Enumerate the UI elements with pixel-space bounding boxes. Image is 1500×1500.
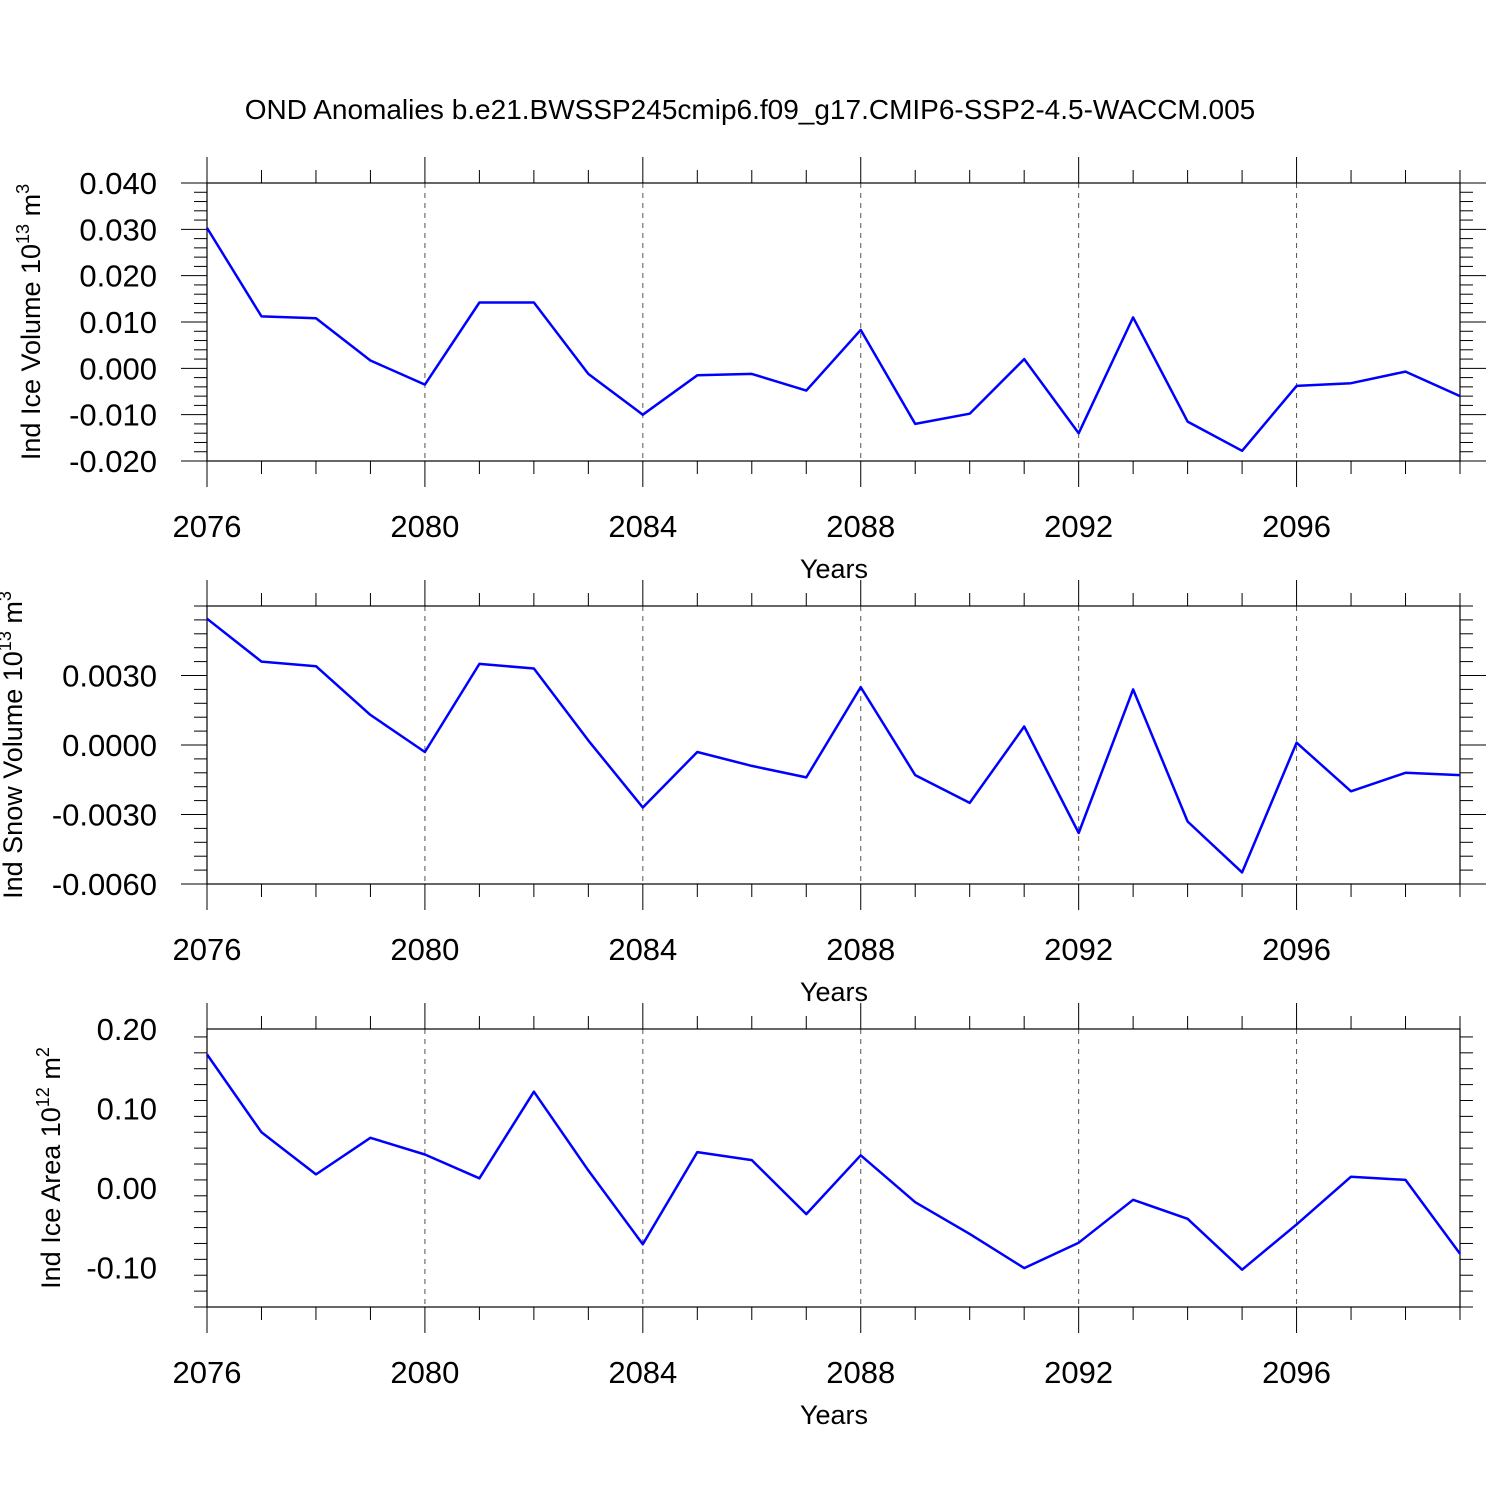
- y-tick-label: 0.040: [79, 166, 157, 201]
- y-tick-label: 0.0030: [62, 659, 157, 694]
- y-tick-label: 0.20: [97, 1012, 157, 1047]
- y-tick-label: 0.10: [97, 1091, 157, 1126]
- series-line-1: [206, 617, 1461, 874]
- x-tick-label: 2092: [1044, 932, 1113, 967]
- y-tick-label: 0.030: [79, 212, 157, 247]
- x-tick-label: 2096: [1262, 932, 1331, 967]
- x-tick-label: 2080: [390, 509, 459, 544]
- x-tick-label: 2080: [390, 1355, 459, 1390]
- y-tick-label: -0.10: [86, 1250, 157, 1285]
- chart-panels: -0.020 -0.010 0.000 0.010 0.020 0.030 0.040 207…: [0, 157, 1486, 1430]
- x-axis-label: Years: [800, 977, 868, 1007]
- x-tick-label: 2076: [173, 1355, 242, 1390]
- x-axis-label: Years: [800, 554, 868, 584]
- x-tick-label: 2084: [608, 509, 677, 544]
- x-tick-label: 2084: [608, 932, 677, 967]
- chart-panel-2: -0.0060 -0.0030 0.0000 0.0030 2076 2080 2084 20…: [0, 580, 1486, 1007]
- y-tick-label: 0.00: [97, 1171, 157, 1206]
- y-tick-label: 0.0000: [62, 728, 157, 763]
- x-tick-label: 2076: [173, 932, 242, 967]
- x-tick-label: 2088: [826, 509, 895, 544]
- x-axis-label: Years: [800, 1400, 868, 1430]
- x-tick-label: 2096: [1262, 509, 1331, 544]
- x-tick-label: 2076: [173, 509, 242, 544]
- x-tick-label: 2084: [608, 1355, 677, 1390]
- x-tick-label: 2080: [390, 932, 459, 967]
- chart-panel-1: -0.020 -0.010 0.000 0.010 0.020 0.030 0.040 207…: [13, 157, 1486, 584]
- chart-panel-3: -0.10 0.00 0.10 0.20 2076 2080 2084 2088 2092 209…: [33, 1003, 1473, 1430]
- y-tick-label: 0.000: [79, 351, 157, 386]
- y-tick-label: -0.0030: [52, 798, 157, 833]
- x-tick-label: 2096: [1262, 1355, 1331, 1390]
- y-tick-label: 0.010: [79, 305, 157, 340]
- series-line-1: [205, 227, 1461, 453]
- x-tick-label: 2092: [1044, 1355, 1113, 1390]
- figure-title: OND Anomalies b.e21.BWSSP245cmip6.f09_g1…: [245, 94, 1256, 125]
- y-axis-label: Ind Ice Volume 1013 m3: [13, 184, 46, 460]
- x-tick-label: 2092: [1044, 509, 1113, 544]
- x-tick-label: 2088: [826, 1355, 895, 1390]
- y-tick-label: -0.0060: [52, 867, 157, 902]
- y-tick-label: 0.020: [79, 259, 157, 294]
- y-axis-label: Ind Snow Volume 1013 m3: [0, 591, 28, 899]
- y-axis-label: Ind Ice Area 1012 m2: [33, 1047, 66, 1289]
- plot-frame: [206, 1028, 1461, 1308]
- x-tick-label: 2088: [826, 932, 895, 967]
- series-line-1: [205, 1053, 1462, 1271]
- y-tick-label: -0.020: [69, 444, 157, 479]
- y-tick-label: -0.010: [69, 398, 157, 433]
